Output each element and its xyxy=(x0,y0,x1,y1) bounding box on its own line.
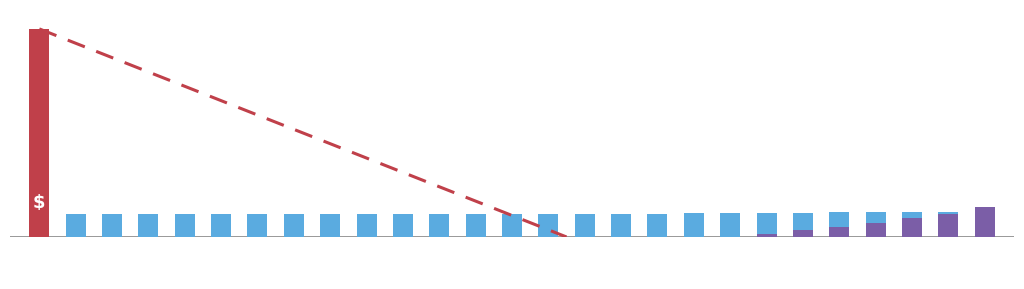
Bar xyxy=(574,214,595,237)
Bar xyxy=(429,214,450,237)
Bar xyxy=(321,214,340,237)
Bar xyxy=(865,223,886,237)
Bar xyxy=(975,207,994,237)
Bar xyxy=(175,214,195,237)
Bar xyxy=(611,214,631,237)
Bar xyxy=(902,218,922,237)
Bar xyxy=(793,230,813,237)
Bar xyxy=(902,212,922,237)
Bar xyxy=(938,212,958,237)
Bar xyxy=(393,214,413,237)
Bar xyxy=(211,214,231,237)
Bar xyxy=(757,213,776,237)
Bar xyxy=(829,227,849,237)
Bar xyxy=(66,214,86,237)
Bar xyxy=(720,213,740,237)
Bar xyxy=(502,214,522,237)
Bar xyxy=(356,214,377,237)
Bar xyxy=(793,213,813,237)
Bar xyxy=(466,214,485,237)
Bar xyxy=(30,29,49,237)
Bar xyxy=(647,214,668,237)
Bar xyxy=(684,213,703,237)
Bar xyxy=(757,234,776,237)
Bar xyxy=(138,214,159,237)
Bar xyxy=(938,214,958,237)
Bar xyxy=(975,212,994,237)
Bar xyxy=(102,214,122,237)
Bar xyxy=(829,212,849,237)
Bar xyxy=(30,214,49,237)
Bar xyxy=(284,214,304,237)
Bar xyxy=(248,214,267,237)
Text: $: $ xyxy=(33,194,46,212)
Bar xyxy=(865,212,886,237)
Bar xyxy=(539,214,558,237)
